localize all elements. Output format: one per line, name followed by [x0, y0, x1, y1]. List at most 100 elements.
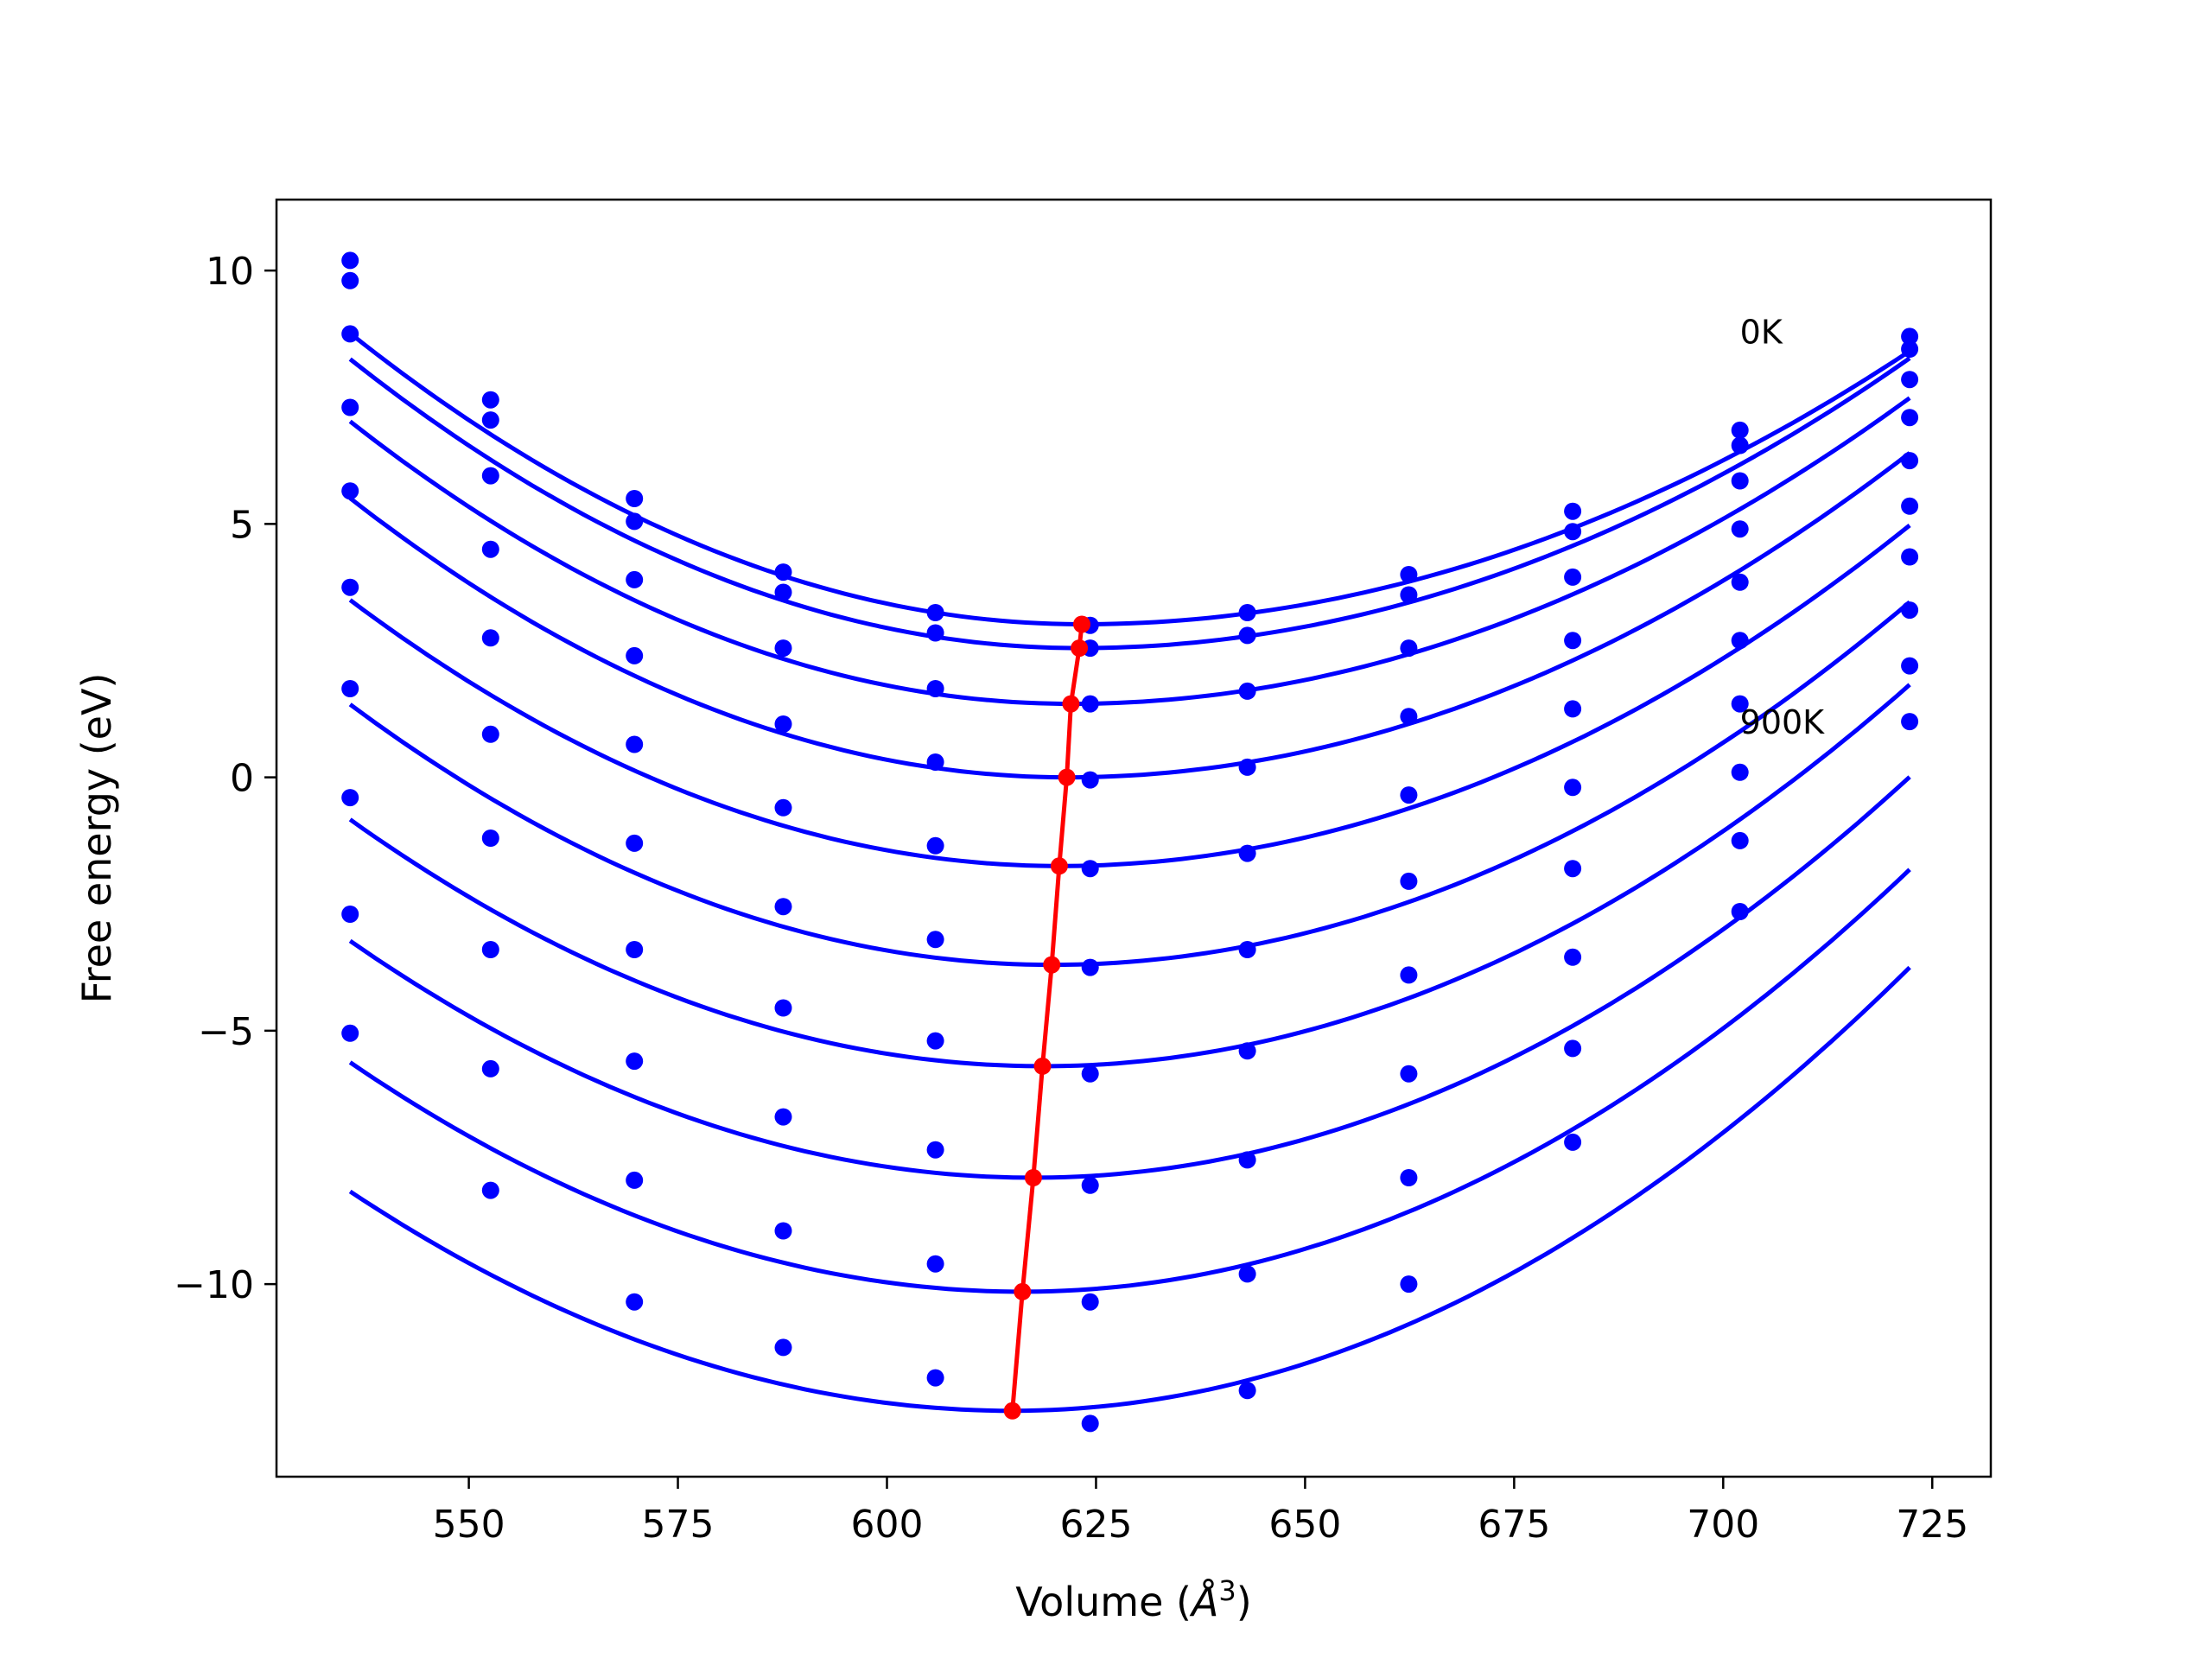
data-point — [481, 391, 499, 409]
data-point — [1901, 452, 1919, 470]
data-point — [926, 1369, 944, 1387]
data-point — [774, 1222, 792, 1240]
data-point — [774, 798, 792, 817]
fit-curve-1 — [348, 356, 1911, 651]
data-point — [926, 931, 944, 949]
data-point — [341, 1024, 359, 1042]
data-point — [1238, 1382, 1256, 1400]
data-point — [926, 1255, 944, 1273]
y-tick-label: 10 — [206, 250, 254, 294]
data-point — [1731, 903, 1749, 920]
data-point — [1731, 436, 1749, 454]
data-point — [1901, 601, 1919, 620]
data-point — [1400, 708, 1418, 726]
data-point — [1081, 1414, 1099, 1433]
data-point — [626, 1293, 644, 1311]
data-point — [626, 490, 644, 507]
fit-curve-6 — [348, 683, 1911, 1069]
data-point — [481, 540, 499, 558]
y-axis-label: Free energy (eV) — [73, 673, 120, 1004]
data-point — [1238, 844, 1256, 862]
fit-curve-7 — [348, 775, 1911, 1180]
data-point — [774, 898, 792, 916]
data-point — [774, 563, 792, 582]
plot-area — [341, 251, 1919, 1433]
data-point — [1400, 586, 1418, 604]
x-tick-label: 700 — [1687, 1503, 1759, 1547]
annotations: 0K 900K — [1740, 313, 1826, 741]
x-axis: 550 575 600 625 650 675 700 725 — [433, 1477, 1968, 1547]
data-point — [926, 624, 944, 642]
data-point — [774, 1108, 792, 1126]
data-point — [341, 578, 359, 596]
y-tick-label: −10 — [174, 1263, 254, 1307]
data-point — [341, 789, 359, 807]
data-point — [1901, 371, 1919, 389]
data-point — [1400, 639, 1418, 658]
data-point — [1564, 523, 1582, 541]
data-point — [1400, 566, 1418, 583]
data-point — [341, 251, 359, 270]
data-point — [1564, 632, 1582, 650]
minimum-point — [1071, 639, 1089, 658]
data-point — [626, 512, 644, 531]
data-point — [341, 680, 359, 697]
data-point — [926, 836, 944, 855]
data-point — [1731, 573, 1749, 591]
data-point — [341, 906, 359, 923]
data-point — [1081, 958, 1099, 976]
data-point — [481, 411, 499, 429]
data-point — [1081, 1176, 1099, 1194]
data-point — [1238, 1265, 1256, 1283]
x-tick-label: 725 — [1896, 1503, 1968, 1547]
data-point — [1901, 657, 1919, 675]
data-point — [341, 398, 359, 416]
data-point — [626, 941, 644, 958]
x-tick-label: 550 — [433, 1503, 505, 1547]
data-point — [1564, 948, 1582, 966]
data-point — [626, 1171, 644, 1189]
fit-curve-9 — [348, 965, 1911, 1414]
minimum-point — [1003, 1402, 1021, 1420]
data-point — [926, 753, 944, 771]
data-point — [774, 999, 792, 1017]
data-point — [626, 1052, 644, 1071]
x-tick-label: 650 — [1268, 1503, 1341, 1547]
fit-curve-5 — [348, 600, 1911, 968]
y-axis: 10 5 0 −5 −10 — [174, 250, 276, 1307]
data-point — [1238, 941, 1256, 958]
data-point — [1901, 327, 1919, 346]
data-point — [1564, 1133, 1582, 1151]
data-point — [1081, 771, 1099, 789]
minimum-point — [1014, 1282, 1032, 1300]
data-point — [926, 1032, 944, 1050]
data-point — [341, 482, 359, 500]
data-point — [926, 680, 944, 697]
data-point — [481, 1181, 499, 1199]
data-point — [774, 583, 792, 601]
data-point — [626, 834, 644, 852]
data-point — [1731, 763, 1749, 781]
data-point — [626, 735, 644, 753]
data-point — [1564, 860, 1582, 878]
data-point — [341, 271, 359, 289]
x-tick-label: 575 — [642, 1503, 715, 1547]
data-point — [1400, 1275, 1418, 1294]
data-point — [1564, 568, 1582, 586]
data-point — [1400, 786, 1418, 804]
x-tick-label: 625 — [1059, 1503, 1132, 1547]
minimum-point — [1024, 1169, 1042, 1186]
fit-curve-8 — [348, 868, 1911, 1294]
data-point — [1564, 779, 1582, 797]
data-point — [1901, 713, 1919, 731]
data-point — [1731, 421, 1749, 439]
data-point — [1081, 695, 1099, 713]
data-point — [626, 570, 644, 588]
data-point — [1901, 340, 1919, 358]
data-point — [774, 639, 792, 658]
data-point — [1081, 1293, 1099, 1311]
minima-line — [1010, 624, 1084, 1412]
fit-curve-3 — [348, 451, 1911, 780]
data-point — [481, 830, 499, 847]
